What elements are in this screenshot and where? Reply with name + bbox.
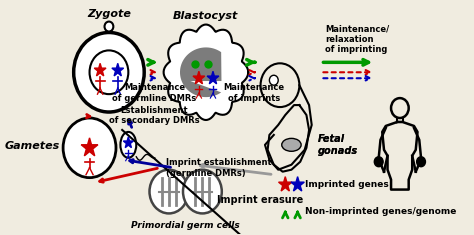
Polygon shape <box>123 137 133 148</box>
Text: Maintenance
of imprints: Maintenance of imprints <box>223 83 284 103</box>
Polygon shape <box>81 138 98 156</box>
Circle shape <box>105 22 113 31</box>
Circle shape <box>90 50 128 94</box>
Text: Non-imprinted genes/genome: Non-imprinted genes/genome <box>305 207 456 216</box>
Circle shape <box>149 170 188 213</box>
Text: Gametes: Gametes <box>4 141 60 151</box>
Polygon shape <box>207 71 219 84</box>
Text: Zygote: Zygote <box>87 9 131 19</box>
Polygon shape <box>94 63 106 76</box>
Text: Establishment
of secondary DMRs: Establishment of secondary DMRs <box>109 106 200 125</box>
Ellipse shape <box>282 138 301 151</box>
Circle shape <box>73 32 144 112</box>
Circle shape <box>269 75 278 85</box>
Circle shape <box>374 157 383 167</box>
Text: Imprinted genes: Imprinted genes <box>305 180 388 189</box>
Text: Fetal
gonads: Fetal gonads <box>318 134 358 156</box>
Text: Blastocyst: Blastocyst <box>173 11 238 21</box>
Text: Imprint erasure: Imprint erasure <box>218 195 304 204</box>
Circle shape <box>63 118 116 178</box>
Polygon shape <box>164 24 248 120</box>
Polygon shape <box>180 47 221 97</box>
Circle shape <box>183 170 222 213</box>
Text: Imprint establishment
(germline DMRs): Imprint establishment (germline DMRs) <box>166 158 272 178</box>
Text: Fetal
gonads: Fetal gonads <box>318 134 358 156</box>
Text: Primordial germ cells: Primordial germ cells <box>131 221 240 230</box>
Polygon shape <box>291 177 304 191</box>
Polygon shape <box>279 177 292 191</box>
Polygon shape <box>112 63 124 76</box>
Text: Maintenance/
relaxation
of imprinting: Maintenance/ relaxation of imprinting <box>325 25 389 54</box>
Polygon shape <box>193 71 205 84</box>
Ellipse shape <box>120 132 136 158</box>
Text: Maintenance
of germline DMRs: Maintenance of germline DMRs <box>112 83 196 103</box>
Circle shape <box>417 157 426 167</box>
